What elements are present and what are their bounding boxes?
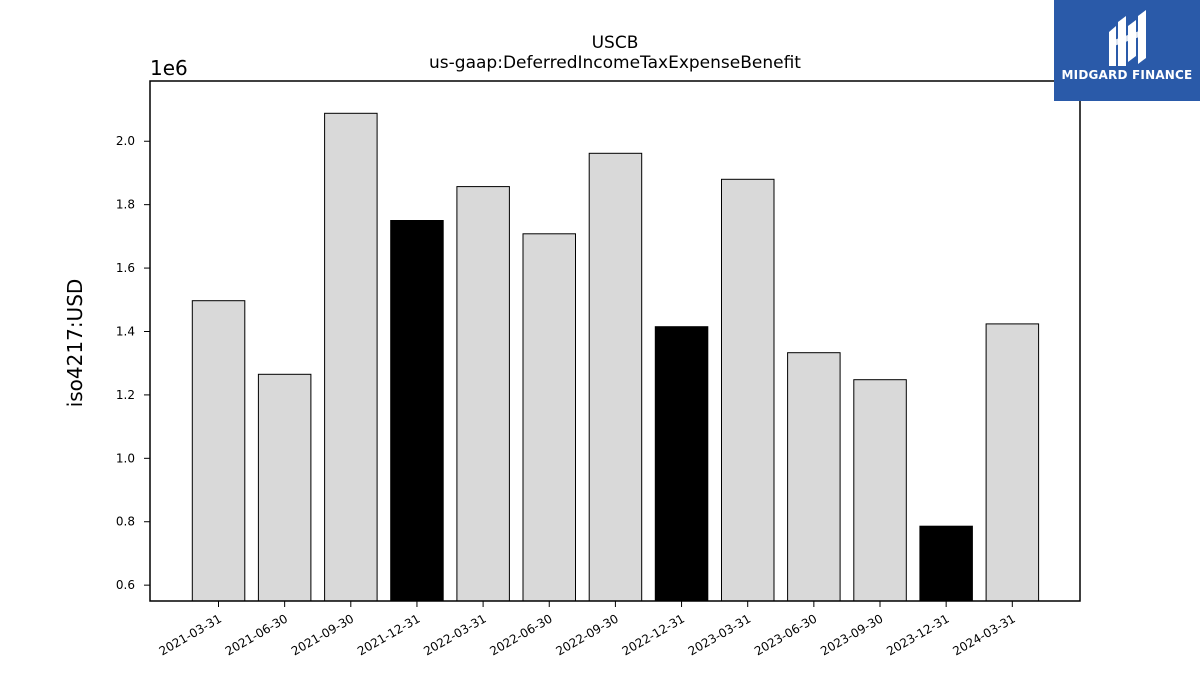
- x-tick-label: 2023-06-30: [752, 611, 819, 658]
- y-tick-label: 1.4: [116, 324, 135, 338]
- y-offset-label: 1e6: [150, 56, 188, 80]
- y-tick-label: 0.6: [116, 578, 135, 592]
- x-tick-label: 2022-12-31: [620, 611, 687, 658]
- bar-2022-03-31: [456, 186, 510, 602]
- bar-2021-03-31: [191, 300, 246, 602]
- bar-2021-12-31: [390, 220, 444, 602]
- y-tick-label: 2.0: [116, 134, 135, 148]
- x-tick-label: 2022-06-30: [487, 611, 554, 658]
- x-tick-label: 2024-03-31: [950, 611, 1017, 658]
- bar-2022-12-31: [654, 326, 709, 602]
- logo-mark-icon: [1109, 10, 1146, 66]
- x-tick-label: 2022-09-30: [553, 611, 620, 658]
- y-tick-label: 1.8: [116, 198, 135, 212]
- bar-2023-06-30: [787, 352, 841, 602]
- bar-2021-09-30: [324, 112, 378, 602]
- y-axis: 0.6 0.8 1.0 1.2 1.4 1.6 1.8 2.0: [116, 134, 150, 592]
- x-tick-label: 2021-06-30: [223, 611, 290, 658]
- x-tick-label: 2021-03-31: [157, 611, 224, 658]
- x-tick-label: 2021-12-31: [355, 611, 422, 658]
- bar-2022-06-30: [522, 233, 576, 602]
- bar-2022-09-30: [588, 152, 643, 602]
- x-tick-label: 2023-12-31: [884, 611, 951, 658]
- x-tick-label: 2023-09-30: [818, 611, 885, 658]
- x-axis: 2021-03-312021-06-302021-09-302021-12-31…: [157, 601, 1018, 658]
- bar-2023-03-31: [721, 178, 775, 602]
- y-tick-label: 1.2: [116, 388, 135, 402]
- bars-group: [191, 112, 1040, 602]
- bar-2023-12-31: [919, 525, 973, 602]
- x-tick-label: 2022-03-31: [421, 611, 488, 658]
- brand-logo: MIDGARD FINANCE: [1054, 0, 1200, 101]
- y-tick-label: 1.6: [116, 261, 135, 275]
- x-tick-label: 2021-09-30: [289, 611, 356, 658]
- x-tick-label: 2023-03-31: [686, 611, 753, 658]
- plot-frame: [149, 80, 1081, 602]
- y-tick-label: 1.0: [116, 451, 135, 465]
- y-tick-label: 0.8: [116, 515, 135, 529]
- chart-subtitle: us-gaap:DeferredIncomeTaxExpenseBenefit: [429, 53, 801, 73]
- bar-2021-06-30: [257, 373, 312, 602]
- y-axis-label: iso4217:USD: [63, 279, 87, 408]
- bar-2023-09-30: [853, 379, 907, 602]
- bar-2024-03-31: [985, 323, 1040, 602]
- logo-text: MIDGARD FINANCE: [1061, 68, 1193, 82]
- chart-title: USCB: [592, 33, 639, 53]
